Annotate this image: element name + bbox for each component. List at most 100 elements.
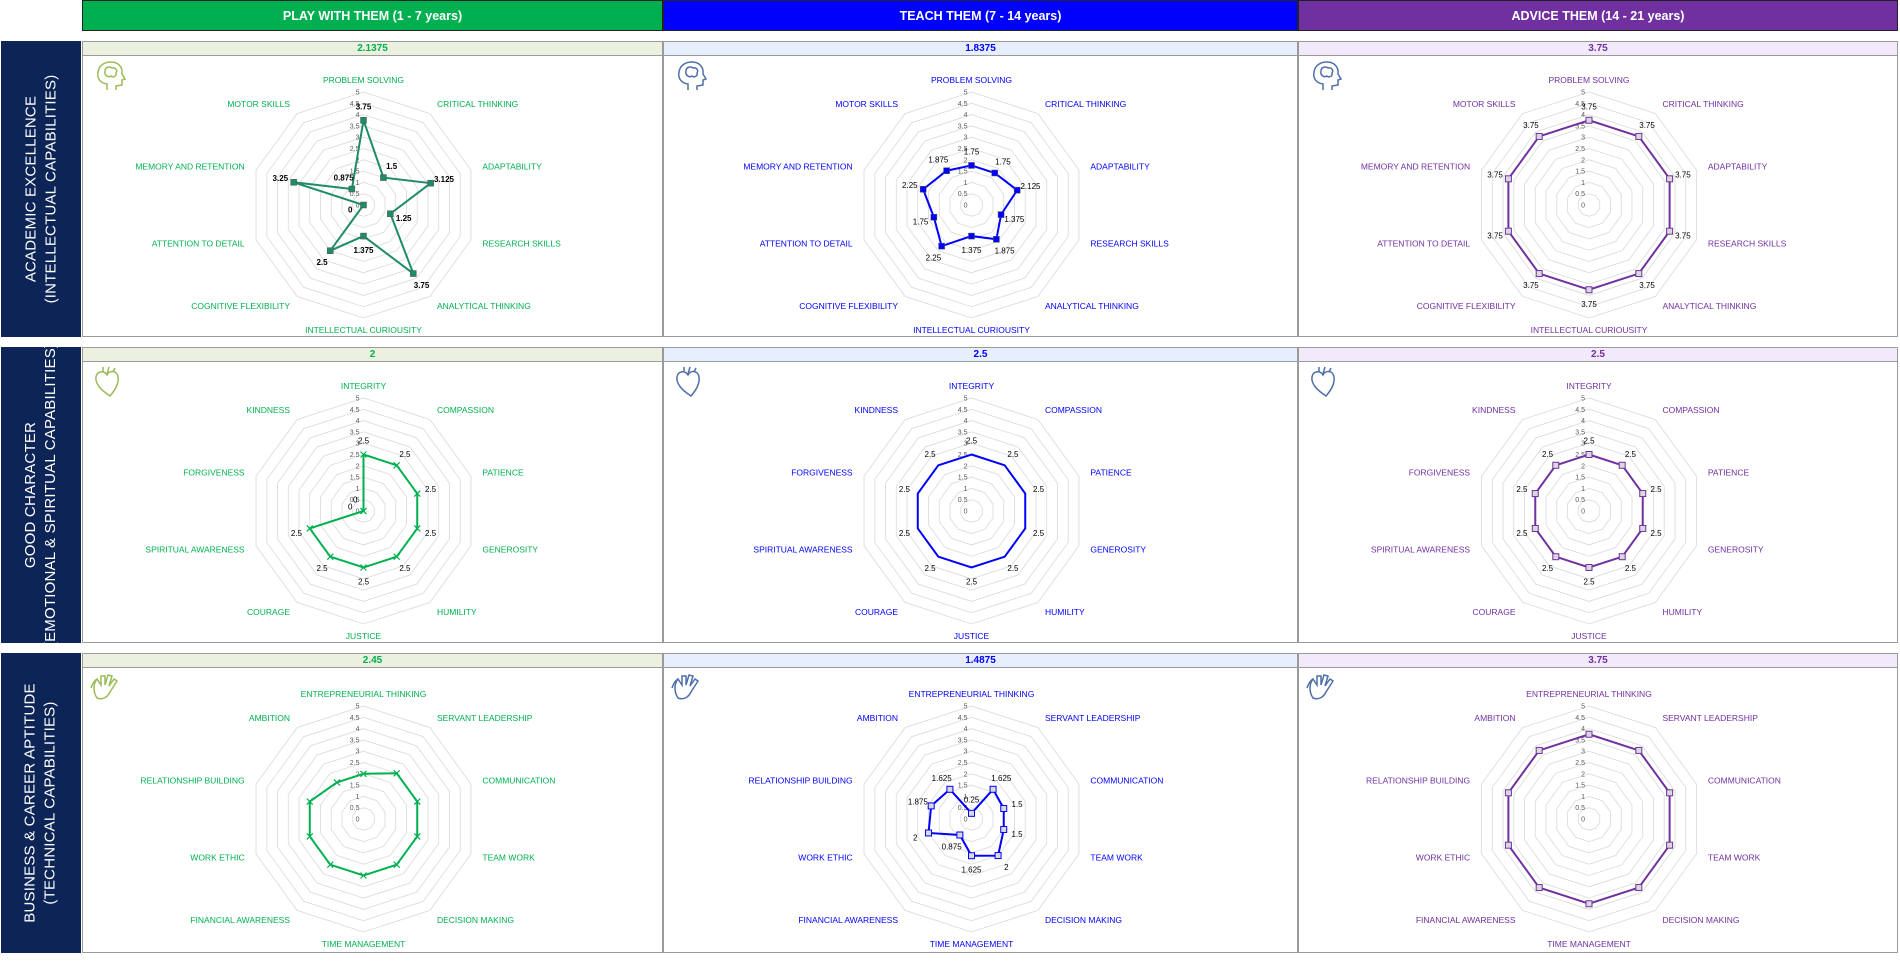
data-label: 0.25 bbox=[964, 795, 980, 804]
axis-label: FINANCIAL AWARENESS bbox=[798, 915, 898, 925]
grid-ring bbox=[287, 125, 440, 285]
tick-label: 4 bbox=[356, 726, 360, 733]
tick-label: 3 bbox=[356, 441, 360, 448]
radar-grid: 0 0.5 1 1.5 2 2.5 3 3.5 4 4.5 5 bbox=[863, 704, 1080, 933]
data-label: 1.625 bbox=[961, 866, 982, 875]
axis-label: GENEROSITY bbox=[1090, 545, 1146, 555]
axis-label: PROBLEM SOLVING bbox=[931, 75, 1012, 85]
data-label: 0.875 bbox=[942, 842, 963, 851]
data-label: 2.5 bbox=[1007, 450, 1019, 459]
axis-label: SPIRITUAL AWARENESS bbox=[1371, 545, 1471, 555]
axis-label: FINANCIAL AWARENESS bbox=[1416, 915, 1516, 925]
grid-ring bbox=[885, 420, 1058, 602]
data-label: 2 bbox=[913, 833, 918, 842]
data-point bbox=[1585, 564, 1593, 571]
tick-label: 4 bbox=[1581, 112, 1585, 119]
series-line bbox=[916, 453, 1027, 569]
data-label: 1.5 bbox=[386, 162, 398, 171]
axis-label: ADAPTABILITY bbox=[482, 161, 542, 171]
radar-chart: 0 0.5 1 1.5 2 2.5 3 3.5 4 4.5 5 PROBLEM SOLVING CRIT… bbox=[1313, 61, 1787, 335]
grid-ring bbox=[309, 148, 418, 262]
axis-label: MEMORY AND RETENTION bbox=[135, 161, 244, 171]
data-point bbox=[1585, 451, 1593, 458]
data-label: 2.5 bbox=[1650, 485, 1662, 494]
tick-label: 4.5 bbox=[350, 407, 360, 414]
data-point bbox=[956, 831, 964, 839]
axis-label: ENTREPRENEURIAL THINKING bbox=[909, 689, 1035, 699]
heart-icon bbox=[1311, 366, 1335, 397]
data-point bbox=[1000, 825, 1008, 833]
tick-label: 0 bbox=[1581, 203, 1585, 210]
axis-label: ANALYTICAL THINKING bbox=[1662, 301, 1756, 311]
data-point bbox=[1635, 746, 1643, 754]
data-point bbox=[360, 201, 367, 209]
data-label: 2.5 bbox=[1033, 529, 1045, 538]
axis-label: TEAM WORK bbox=[1708, 853, 1761, 863]
tick-label: 4 bbox=[964, 726, 968, 733]
grid-ring bbox=[1502, 114, 1676, 296]
tick-label: 0 bbox=[1581, 509, 1585, 516]
axis-label: COGNITIVE FLEXIBILITY bbox=[191, 301, 290, 311]
tick-label: 5 bbox=[964, 704, 968, 711]
tick-label: 1 bbox=[1581, 486, 1585, 493]
axis-label: TIME MANAGEMENT bbox=[322, 939, 406, 949]
data-point bbox=[413, 490, 421, 497]
data-label: 2.5 bbox=[1516, 485, 1528, 494]
radar-series bbox=[306, 451, 421, 571]
data-point bbox=[991, 169, 998, 177]
data-point bbox=[1504, 841, 1512, 849]
grid-ring bbox=[352, 499, 375, 523]
grid-ring bbox=[938, 476, 1005, 546]
column-header-advice: ADVICE THEM (14 - 21 years) bbox=[1298, 0, 1898, 31]
grid-ring bbox=[895, 431, 1048, 591]
tick-label: 4.5 bbox=[958, 715, 968, 722]
axis-label: COURAGE bbox=[1473, 607, 1516, 617]
grid-ring bbox=[298, 750, 429, 888]
tick-label: 5 bbox=[964, 396, 968, 403]
radar-series bbox=[919, 162, 1021, 250]
data-label: 2 bbox=[1004, 863, 1009, 872]
data-point bbox=[1618, 553, 1626, 561]
grid-ring bbox=[1577, 807, 1601, 831]
grid-ring bbox=[1534, 762, 1644, 876]
row-subtitle-academic: (INTELLECTUAL CAPABILITIES) bbox=[42, 74, 60, 304]
tick-label: 1 bbox=[964, 180, 968, 187]
tick-label: 3 bbox=[964, 749, 968, 756]
tick-label: 4 bbox=[964, 418, 968, 425]
tick-label: 3.5 bbox=[350, 429, 360, 436]
data-point bbox=[1585, 116, 1593, 124]
axis-label: HUMILITY bbox=[437, 607, 477, 617]
data-label: 1.625 bbox=[991, 774, 1012, 783]
tick-label: 4 bbox=[1581, 418, 1585, 425]
radar-chart: 0 0.5 1 1.5 2 2.5 3 3.5 4 4.5 5 PROBLEM SOLVING CRIT… bbox=[678, 61, 1169, 335]
tick-label: 0 bbox=[356, 203, 360, 210]
data-label: 2.5 bbox=[1516, 529, 1528, 538]
tick-label: 2.5 bbox=[958, 760, 968, 767]
axis-label: ENTREPRENEURIAL THINKING bbox=[301, 689, 427, 699]
tick-label: 5 bbox=[964, 90, 968, 97]
grid-ring bbox=[906, 136, 1037, 274]
axis-label: ATTENTION TO DETAIL bbox=[1377, 239, 1470, 249]
axis-label: DECISION MAKING bbox=[1662, 915, 1739, 925]
hands-icon bbox=[1306, 674, 1335, 700]
data-label: 2.5 bbox=[1007, 564, 1019, 573]
grid-ring bbox=[277, 114, 450, 296]
tick-label: 0.5 bbox=[958, 497, 968, 504]
radar-panel: 2.45 0 0.5 1 1.5 2 2.5 3 3.5 4 4.5 5 ENTREPRENEURIAL… bbox=[82, 653, 663, 953]
axis-label: SPIRITUAL AWARENESS bbox=[753, 545, 853, 555]
grid-ring bbox=[960, 807, 983, 831]
data-point bbox=[968, 232, 975, 240]
data-point bbox=[1585, 900, 1593, 908]
axis-label: KINDNESS bbox=[1472, 405, 1516, 415]
axis-label: FORGIVENESS bbox=[183, 467, 245, 477]
data-point bbox=[997, 211, 1005, 218]
series-line bbox=[1534, 453, 1644, 569]
data-point bbox=[1000, 805, 1008, 813]
grid-ring bbox=[341, 487, 386, 535]
row-header-academic: ACADEMIC EXCELLENCE (INTELLECTUAL CAPABIL… bbox=[1, 41, 81, 337]
tick-label: 0 bbox=[964, 817, 968, 824]
grid-ring bbox=[266, 102, 461, 308]
grid-ring bbox=[885, 728, 1058, 910]
axis-label: WORK ETHIC bbox=[190, 853, 244, 863]
tick-label: 0.5 bbox=[1575, 805, 1585, 812]
